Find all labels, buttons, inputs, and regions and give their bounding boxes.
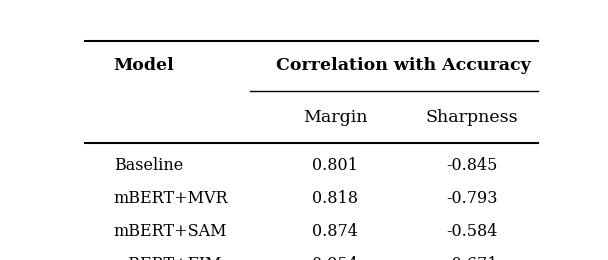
Text: Model: Model	[114, 57, 174, 74]
Text: -0.584: -0.584	[446, 223, 497, 240]
Text: mBERT+MVR: mBERT+MVR	[114, 190, 229, 207]
Text: 0.954: 0.954	[313, 256, 358, 260]
Text: -0.793: -0.793	[446, 190, 497, 207]
Text: mBERT+FIM: mBERT+FIM	[114, 256, 222, 260]
Text: Margin: Margin	[303, 109, 367, 126]
Text: 0.801: 0.801	[313, 157, 358, 174]
Text: mBERT+SAM: mBERT+SAM	[114, 223, 227, 240]
Text: Baseline: Baseline	[114, 157, 183, 174]
Text: Sharpness: Sharpness	[426, 109, 518, 126]
Text: 0.818: 0.818	[312, 190, 358, 207]
Text: -0.845: -0.845	[446, 157, 497, 174]
Text: Correlation with Accuracy: Correlation with Accuracy	[276, 57, 531, 74]
Text: -0.671: -0.671	[446, 256, 497, 260]
Text: 0.874: 0.874	[313, 223, 358, 240]
